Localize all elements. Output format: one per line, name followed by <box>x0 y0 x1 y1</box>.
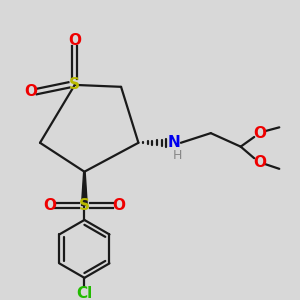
Text: O: O <box>24 84 37 99</box>
Text: O: O <box>254 154 266 169</box>
Text: Cl: Cl <box>76 286 92 300</box>
Text: O: O <box>254 126 266 141</box>
Text: O: O <box>112 198 126 213</box>
Text: H: H <box>172 149 182 162</box>
Text: N: N <box>168 135 181 150</box>
Polygon shape <box>82 172 87 206</box>
Text: S: S <box>69 77 80 92</box>
Text: S: S <box>79 198 90 213</box>
Text: O: O <box>43 198 56 213</box>
Text: O: O <box>68 33 81 48</box>
